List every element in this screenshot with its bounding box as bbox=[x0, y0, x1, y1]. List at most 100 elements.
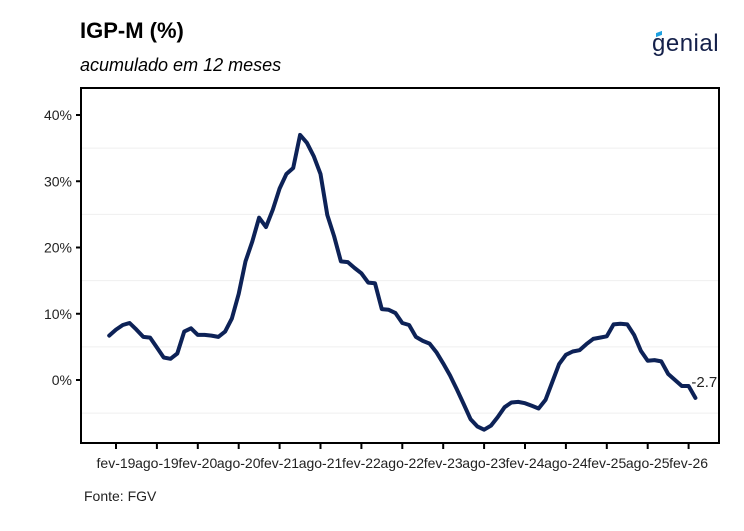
data-point bbox=[585, 343, 587, 345]
x-tick-label: fev-23 bbox=[424, 455, 463, 471]
data-point bbox=[204, 334, 206, 336]
data-point bbox=[606, 335, 608, 337]
data-point bbox=[245, 260, 246, 262]
data-point bbox=[170, 358, 171, 360]
data-point bbox=[476, 425, 478, 427]
data-point bbox=[545, 399, 546, 401]
data-point bbox=[354, 267, 356, 269]
data-point bbox=[217, 336, 219, 338]
data-point bbox=[176, 353, 178, 354]
data-point bbox=[415, 336, 417, 338]
y-tick-label: 40% bbox=[44, 107, 72, 123]
x-tick-label: fev-25 bbox=[587, 455, 626, 471]
data-point bbox=[197, 334, 199, 336]
logo-text: genial bbox=[652, 30, 720, 57]
data-point bbox=[640, 350, 642, 352]
data-point bbox=[108, 335, 110, 337]
data-point bbox=[149, 337, 151, 339]
data-point bbox=[551, 381, 553, 383]
data-point bbox=[306, 142, 308, 144]
data-point bbox=[347, 261, 349, 263]
x-tick-label: fev-20 bbox=[178, 455, 217, 471]
x-tick-label: ago-20 bbox=[217, 455, 261, 471]
data-point bbox=[456, 388, 458, 390]
x-tick-label: fev-21 bbox=[260, 455, 299, 471]
data-point bbox=[470, 418, 471, 420]
data-point bbox=[251, 241, 253, 242]
series-points bbox=[108, 134, 696, 431]
x-tick-label: fev-24 bbox=[506, 455, 545, 471]
data-point bbox=[326, 214, 328, 216]
series-line-igpm bbox=[107, 132, 698, 432]
x-tick-label: fev-19 bbox=[97, 455, 136, 471]
data-point bbox=[292, 167, 294, 169]
data-point bbox=[490, 425, 492, 427]
data-point bbox=[320, 173, 321, 175]
data-point bbox=[272, 209, 274, 211]
data-point bbox=[408, 324, 410, 326]
data-point bbox=[483, 429, 485, 431]
data-point bbox=[435, 351, 437, 353]
x-tick-label: ago-24 bbox=[544, 455, 588, 471]
data-point bbox=[524, 402, 526, 404]
data-point bbox=[313, 155, 315, 157]
data-point bbox=[279, 188, 281, 189]
data-point bbox=[115, 329, 117, 331]
x-axis: fev-19 ago-19 fev-20 ago-20 fev-21 ago-21 fev-… bbox=[97, 443, 708, 471]
x-tick-label: ago-21 bbox=[299, 455, 343, 471]
data-point bbox=[565, 354, 567, 356]
genial-logo: genial bbox=[652, 30, 719, 58]
x-tick-label: fev-26 bbox=[669, 455, 708, 471]
y-axis: 0% 10% 20% 30% 40% bbox=[44, 107, 81, 388]
data-point bbox=[681, 385, 683, 387]
data-point bbox=[510, 402, 512, 403]
data-point bbox=[340, 260, 342, 262]
data-point bbox=[660, 360, 662, 362]
y-tick-label: 0% bbox=[52, 372, 72, 388]
last-value-label: -2.7 bbox=[691, 374, 717, 391]
data-point bbox=[333, 235, 335, 237]
chart-title: IGP-M (%) bbox=[80, 18, 184, 43]
plot-frame bbox=[80, 87, 720, 444]
data-point bbox=[374, 282, 376, 284]
data-point bbox=[163, 357, 165, 358]
data-point bbox=[388, 309, 390, 311]
data-point bbox=[647, 360, 649, 362]
data-point bbox=[183, 331, 185, 333]
data-point bbox=[667, 373, 669, 375]
data-point bbox=[224, 331, 226, 333]
data-point bbox=[156, 347, 158, 348]
data-point bbox=[429, 343, 431, 345]
data-point bbox=[190, 327, 192, 329]
x-tick-label: ago-19 bbox=[135, 455, 179, 471]
y-tick-label: 20% bbox=[44, 240, 72, 256]
data-point bbox=[654, 359, 655, 361]
data-point bbox=[381, 308, 383, 310]
y-tick-label: 10% bbox=[44, 306, 72, 322]
data-point bbox=[135, 329, 137, 331]
data-point bbox=[395, 312, 396, 314]
data-point bbox=[504, 406, 506, 408]
x-tick-label: ago-22 bbox=[381, 455, 425, 471]
data-point bbox=[258, 217, 260, 219]
gridlines bbox=[81, 147, 719, 414]
data-point bbox=[442, 362, 444, 364]
data-point bbox=[449, 374, 451, 376]
y-tick-label: 30% bbox=[44, 173, 72, 189]
data-point bbox=[694, 397, 696, 399]
data-point bbox=[613, 323, 615, 325]
data-point bbox=[231, 317, 233, 319]
data-point bbox=[210, 335, 212, 337]
data-point bbox=[674, 379, 676, 381]
data-point bbox=[285, 173, 287, 175]
source-note: Fonte: FGV bbox=[84, 488, 157, 504]
data-point bbox=[367, 282, 369, 284]
data-point bbox=[592, 338, 594, 340]
data-point bbox=[599, 337, 601, 339]
x-tick-label: ago-23 bbox=[462, 455, 506, 471]
data-point bbox=[238, 293, 240, 295]
data-point bbox=[142, 336, 144, 338]
data-point bbox=[626, 323, 628, 325]
x-tick-label: ago-25 bbox=[626, 455, 670, 471]
data-point bbox=[572, 351, 574, 352]
